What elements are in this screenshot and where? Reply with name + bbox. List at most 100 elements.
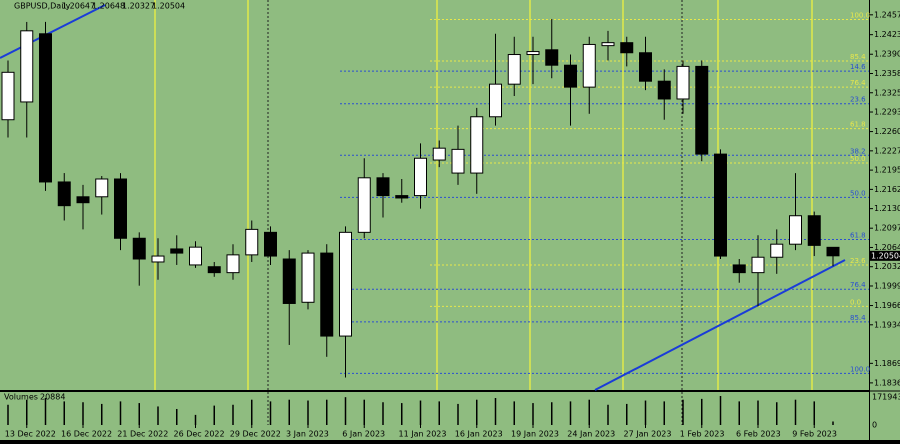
y-tick-label: 1.18690: [874, 359, 900, 368]
x-tick-label: 13 Dec 2022: [5, 430, 56, 439]
y-tick-label: 1.20970: [874, 224, 900, 233]
y-tick-label: 1.18360: [874, 378, 900, 387]
plot-background: [0, 0, 870, 390]
fib-label: 23.6: [850, 96, 866, 104]
date-axis-background: [0, 425, 870, 440]
candle-body: [732, 264, 746, 274]
x-tick-label: 21 Dec 2022: [117, 430, 168, 439]
y-tick-label: 1.23580: [874, 69, 900, 78]
candle-body: [376, 177, 390, 197]
candle-body: [639, 52, 652, 82]
volume-tick-label: 171943: [872, 393, 900, 402]
candle-body: [564, 64, 577, 88]
y-tick-label: 1.20320: [874, 262, 900, 271]
candle-body: [751, 256, 765, 274]
fib-label: 85.4: [850, 314, 866, 322]
x-tick-label: 3 Jan 2023: [286, 430, 329, 439]
x-tick-label: 6 Jan 2023: [342, 430, 385, 439]
trend-line: [594, 259, 846, 391]
x-tick-label: 1 Feb 2023: [680, 430, 725, 439]
y-tick-label: 1.23255: [874, 88, 900, 97]
candle-body: [282, 258, 296, 304]
candle-body: [357, 177, 371, 233]
candle-body: [39, 33, 52, 183]
ohlc-close: 1.20504: [152, 2, 185, 11]
fib-label: 14.6: [850, 63, 866, 71]
y-tick-label: 1.19665: [874, 301, 900, 310]
y-tick-label: 1.19340: [874, 320, 900, 329]
volume-background: [0, 392, 870, 425]
candle-body: [789, 215, 802, 245]
fib-label: 50.0: [850, 189, 866, 197]
candle-body: [264, 231, 277, 257]
candle-body: [132, 237, 146, 260]
fib-label: 23.6: [850, 257, 866, 265]
volume-tick-label: 0: [872, 421, 877, 430]
candle-body: [451, 148, 465, 174]
candle-body: [601, 42, 615, 47]
candle-body: [620, 42, 634, 54]
y-tick-label: 1.21300: [874, 204, 900, 213]
y-tick-label: 1.20645: [874, 243, 900, 252]
candle-body: [489, 83, 502, 118]
x-tick-label: 6 Feb 2023: [736, 430, 781, 439]
fib-label: 76.4: [850, 281, 866, 289]
y-tick-label: 1.24570: [874, 10, 900, 19]
y-tick-label: 1.19995: [874, 281, 900, 290]
candles: [1, 18, 840, 378]
chart-title: GBPUSD,Daily: [14, 2, 71, 11]
candle-body: [676, 65, 690, 100]
x-tick-label: 16 Jan 2023: [455, 430, 503, 439]
candle-body: [414, 157, 427, 197]
candle-body: [189, 246, 202, 266]
candle-body: [226, 254, 240, 274]
y-tick-label: 1.23905: [874, 50, 900, 59]
y-tick-label: 1.21625: [874, 185, 900, 194]
x-tick-label: 29 Dec 2022: [230, 430, 281, 439]
x-tick-label: 11 Jan 2023: [399, 430, 447, 439]
candle-body: [714, 153, 727, 257]
candle-body: [57, 181, 71, 207]
fib-label: 61.8: [850, 231, 866, 239]
candle-body: [114, 178, 127, 239]
fib-label: 76.4: [850, 79, 866, 87]
candle-body: [545, 49, 559, 66]
candle-body: [507, 54, 521, 85]
candle-body: [657, 80, 671, 100]
candle-body: [76, 196, 90, 204]
candle-body: [470, 116, 484, 174]
x-tick-label: 26 Dec 2022: [174, 430, 225, 439]
y-tick-label: 1.22275: [874, 146, 900, 155]
candle-body: [432, 147, 446, 161]
fib-label: 100.0: [850, 365, 870, 373]
candle-body: [826, 246, 840, 257]
fib-label: 61.8: [850, 121, 866, 129]
candle-body: [170, 248, 184, 254]
y-tick-label: 1.22930: [874, 108, 900, 117]
axes: 1.24570 1.24235 1.23905 1.23580 1.23255 1.229…: [5, 10, 900, 439]
candle-body: [20, 30, 34, 103]
fib-levels: 100.085.414.676.423.661.838.250.050.061.…: [340, 12, 870, 374]
x-tick-label: 27 Jan 2023: [624, 430, 672, 439]
volume-value: 20884: [40, 393, 65, 402]
volume-bars: [7, 396, 834, 425]
fib-label: 0.0: [850, 298, 861, 306]
candle-body: [320, 252, 334, 337]
candle-body: [339, 231, 352, 337]
month-separators: [267, 0, 683, 425]
y-tick-label: 1.24235: [874, 30, 900, 39]
volume-title: Volumes: [4, 393, 38, 402]
candle-body: [151, 255, 165, 263]
y-tick-label: 1.21950: [874, 166, 900, 175]
x-tick-label: 9 Feb 2023: [792, 430, 837, 439]
x-tick-label: 16 Dec 2022: [61, 430, 112, 439]
candle-body: [526, 51, 540, 56]
ohlc-open: 1.20647: [62, 2, 95, 11]
candle-body: [207, 266, 221, 274]
candle-body: [245, 228, 259, 256]
candle-body: [582, 43, 596, 88]
ohlc-high: 1.20648: [92, 2, 125, 11]
axis-background: [870, 0, 900, 440]
fib-label: 38.2: [850, 147, 866, 155]
y-tick-label: 1.22600: [874, 127, 900, 136]
